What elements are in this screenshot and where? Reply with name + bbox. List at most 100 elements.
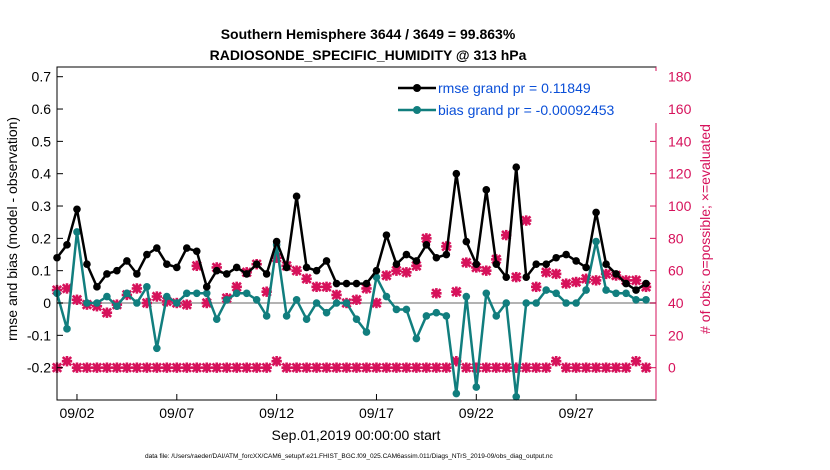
rmse-point <box>432 253 441 262</box>
y-left-tick-label: 0.2 <box>32 230 52 246</box>
rmse-point <box>292 192 301 201</box>
evaluated-point <box>481 265 492 276</box>
possible-point <box>191 362 202 373</box>
evaluated-point <box>431 288 442 299</box>
bias-point <box>572 299 580 307</box>
y-right-tick-label: 140 <box>668 133 692 149</box>
bias-point <box>452 389 461 398</box>
series-layer <box>51 163 652 401</box>
bias-point <box>93 299 101 307</box>
bias-point <box>123 289 131 298</box>
rmse-point <box>492 260 501 269</box>
evaluated-point <box>331 289 342 301</box>
possible-point <box>580 362 592 373</box>
rmse-point <box>153 244 161 252</box>
x-tick-label: 09/07 <box>159 405 194 421</box>
bias-point <box>462 292 471 301</box>
possible-point <box>431 362 442 373</box>
possible-point <box>331 362 342 373</box>
y-left-tick-label: 0.7 <box>32 69 52 85</box>
rmse-point <box>562 250 570 259</box>
rmse-point <box>352 279 361 288</box>
possible-point <box>251 362 262 373</box>
rmse-point <box>532 260 540 269</box>
possible-point <box>560 362 572 373</box>
bias-point <box>502 299 511 307</box>
rmse-point <box>572 257 580 265</box>
x-tick-label: 09/17 <box>359 405 394 421</box>
possible-point <box>540 362 552 373</box>
rmse-point <box>452 169 461 178</box>
x-tick-label: 09/12 <box>259 405 294 421</box>
bias-point <box>482 289 491 298</box>
possible-point <box>501 362 512 373</box>
bias-point <box>582 286 590 294</box>
rmse-point <box>592 208 600 217</box>
possible-point <box>111 362 123 373</box>
y-right-tick-label: 160 <box>668 101 692 117</box>
possible-point <box>211 362 222 373</box>
bias-point <box>173 299 181 307</box>
rmse-point <box>502 273 511 281</box>
possible-point <box>531 362 542 373</box>
rmse-point <box>302 263 311 272</box>
rmse-point <box>422 241 431 249</box>
possible-point <box>521 362 532 373</box>
evaluated-point <box>291 265 302 276</box>
bias-point <box>182 289 191 298</box>
possible-point <box>141 362 153 373</box>
bias-point <box>143 283 151 291</box>
bias-point <box>602 286 610 294</box>
legend-box <box>395 71 658 123</box>
bias-point <box>642 295 650 304</box>
y-left-tick-label: -0.1 <box>27 327 51 343</box>
bias-point <box>562 299 570 307</box>
evaluated-point <box>531 281 542 293</box>
y-left-tick-label: 0.3 <box>32 198 52 214</box>
rmse-point <box>462 237 471 246</box>
bias-point <box>322 308 331 317</box>
possible-point <box>241 362 252 373</box>
rmse-point <box>282 263 291 272</box>
rmse-point <box>582 263 590 272</box>
possible-point <box>371 362 382 373</box>
bias-point <box>352 315 361 323</box>
possible-point <box>161 362 173 373</box>
possible-point <box>121 362 133 373</box>
bias-point <box>492 312 501 320</box>
evaluated-point <box>181 299 192 310</box>
possible-point <box>291 362 302 373</box>
rmse-point <box>632 286 640 294</box>
bias-point <box>422 312 431 320</box>
bias-point <box>432 308 441 317</box>
evaluated-point <box>381 270 392 281</box>
possible-point <box>461 362 472 373</box>
rmse-point <box>93 283 101 291</box>
y-left-tick-label: 0.5 <box>32 133 52 149</box>
rmse-point <box>272 237 281 246</box>
rmse-point <box>552 253 560 262</box>
rmse-point <box>522 273 531 281</box>
evaluated-point <box>321 281 332 293</box>
rmse-point <box>342 279 351 288</box>
rmse-point <box>83 260 91 269</box>
rmse-point <box>202 283 211 291</box>
bias-point <box>232 289 241 298</box>
rmse-point <box>542 260 550 269</box>
bias-point <box>402 305 411 314</box>
evaluated-point <box>451 286 462 297</box>
possible-point <box>630 356 642 367</box>
rmse-point <box>322 257 331 265</box>
possible-point <box>181 362 192 373</box>
evaluated-point <box>131 283 143 294</box>
rmse-point <box>252 260 261 269</box>
possible-point <box>401 362 412 373</box>
legend-rmse-label: rmse grand pr = 0.11849 <box>438 80 591 96</box>
possible-point <box>341 362 352 373</box>
bias-point <box>472 383 481 391</box>
possible-point <box>600 362 612 373</box>
rmse-point <box>332 279 341 288</box>
possible-point <box>391 362 402 373</box>
bias-point <box>612 289 620 298</box>
data-file-footnote: data file: /Users/raeder/DAI/ATM_forcXX/… <box>145 453 554 460</box>
